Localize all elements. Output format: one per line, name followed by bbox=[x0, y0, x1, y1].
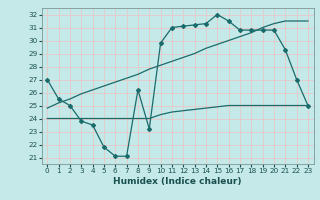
X-axis label: Humidex (Indice chaleur): Humidex (Indice chaleur) bbox=[113, 177, 242, 186]
